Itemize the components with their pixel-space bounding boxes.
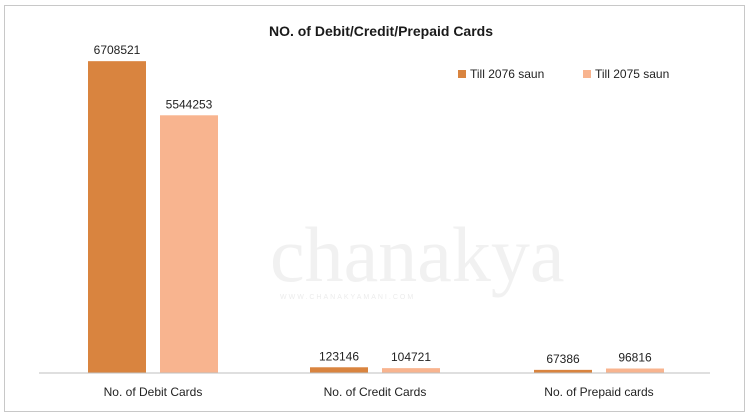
data-label-no-of-credit-cards-till-2075-saun: 104721 xyxy=(391,350,431,364)
category-labels-group: No. of Debit Cards No. of Credit Cards No.… xyxy=(104,385,654,399)
category-label-no-of-debit-cards: No. of Debit Cards xyxy=(104,385,203,399)
data-label-no-of-debit-cards-till-2075-saun: 5544253 xyxy=(166,97,213,111)
data-label-no-of-credit-cards-till-2076-saun: 123146 xyxy=(319,349,359,363)
watermark-text: chanakya xyxy=(270,211,564,298)
data-label-no-of-prepaid-cards-till-2075-saun: 96816 xyxy=(618,350,652,364)
legend: Till 2076 saun Till 2075 saun xyxy=(458,67,669,81)
watermark-subtext: WWW.CHANAKYAMANI.COM xyxy=(280,294,415,301)
data-label-no-of-debit-cards-till-2076-saun: 6708521 xyxy=(94,43,141,57)
category-label-no-of-credit-cards: No. of Credit Cards xyxy=(324,385,427,399)
legend-swatch-till-2076 xyxy=(458,70,466,78)
legend-swatch-till-2075 xyxy=(583,70,591,78)
bar-no-of-prepaid-cards-till-2076-saun xyxy=(534,369,592,373)
bars-group xyxy=(88,61,664,374)
bar-no-of-prepaid-cards-till-2075-saun xyxy=(606,368,664,373)
bar-no-of-debit-cards-till-2076-saun xyxy=(88,61,146,374)
bar-no-of-debit-cards-till-2075-saun xyxy=(160,115,218,373)
bar-no-of-credit-cards-till-2076-saun xyxy=(310,367,368,373)
data-label-no-of-prepaid-cards-till-2076-saun: 67386 xyxy=(546,352,580,366)
legend-label-till-2076: Till 2076 saun xyxy=(470,67,544,81)
legend-label-till-2075: Till 2075 saun xyxy=(595,67,669,81)
bar-chart: chanakya WWW.CHANAKYAMANI.COM NO. of Deb… xyxy=(39,23,710,399)
chart-title: NO. of Debit/Credit/Prepaid Cards xyxy=(269,23,493,39)
watermark: chanakya WWW.CHANAKYAMANI.COM xyxy=(270,211,564,301)
chart-frame: chanakya WWW.CHANAKYAMANI.COM NO. of Deb… xyxy=(4,5,745,412)
data-labels-group: 6708521 5544253 123146 104721 67386 96816 xyxy=(94,43,652,366)
bar-no-of-credit-cards-till-2075-saun xyxy=(382,368,440,373)
category-label-no-of-prepaid-cards: No. of Prepaid cards xyxy=(544,385,653,399)
